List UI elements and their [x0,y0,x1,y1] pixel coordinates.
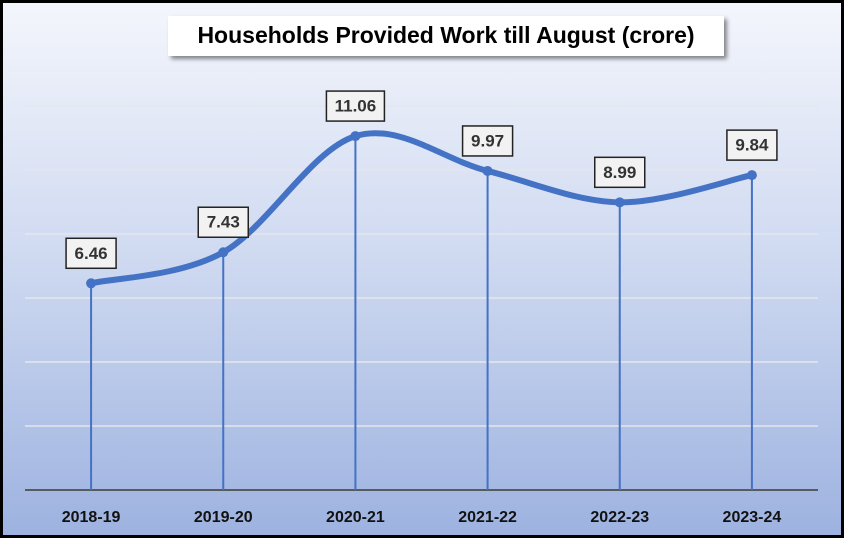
x-tick-label: 2022-23 [590,509,649,526]
x-tick-label: 2023-24 [723,509,782,526]
data-label-box [726,129,778,161]
point [86,278,97,289]
x-tick-label: 2020-21 [326,509,385,526]
point [350,131,361,142]
line-series [88,130,755,287]
data-label-box [65,237,117,270]
data-label: 8.99 [603,163,636,182]
x-tick-label: 2018-19 [62,509,121,526]
x-tick-label: 2019-20 [194,509,253,526]
point [218,247,229,258]
chart-title: Households Provided Work till August (cr… [197,22,694,48]
point [746,170,757,181]
x-tick-label: 2021-22 [458,509,517,526]
data-label: 7.43 [207,213,240,232]
data-label-box [594,156,646,189]
data-label-box [325,90,386,122]
data-label: 9.97 [471,131,504,150]
title-box [168,16,724,56]
point [614,197,625,208]
data-label: 11.06 [335,97,377,116]
data-label: 6.46 [75,244,108,263]
point [482,165,493,176]
data-label-box [197,206,249,238]
data-label-box [461,125,514,157]
data-label: 9.84 [735,136,769,155]
